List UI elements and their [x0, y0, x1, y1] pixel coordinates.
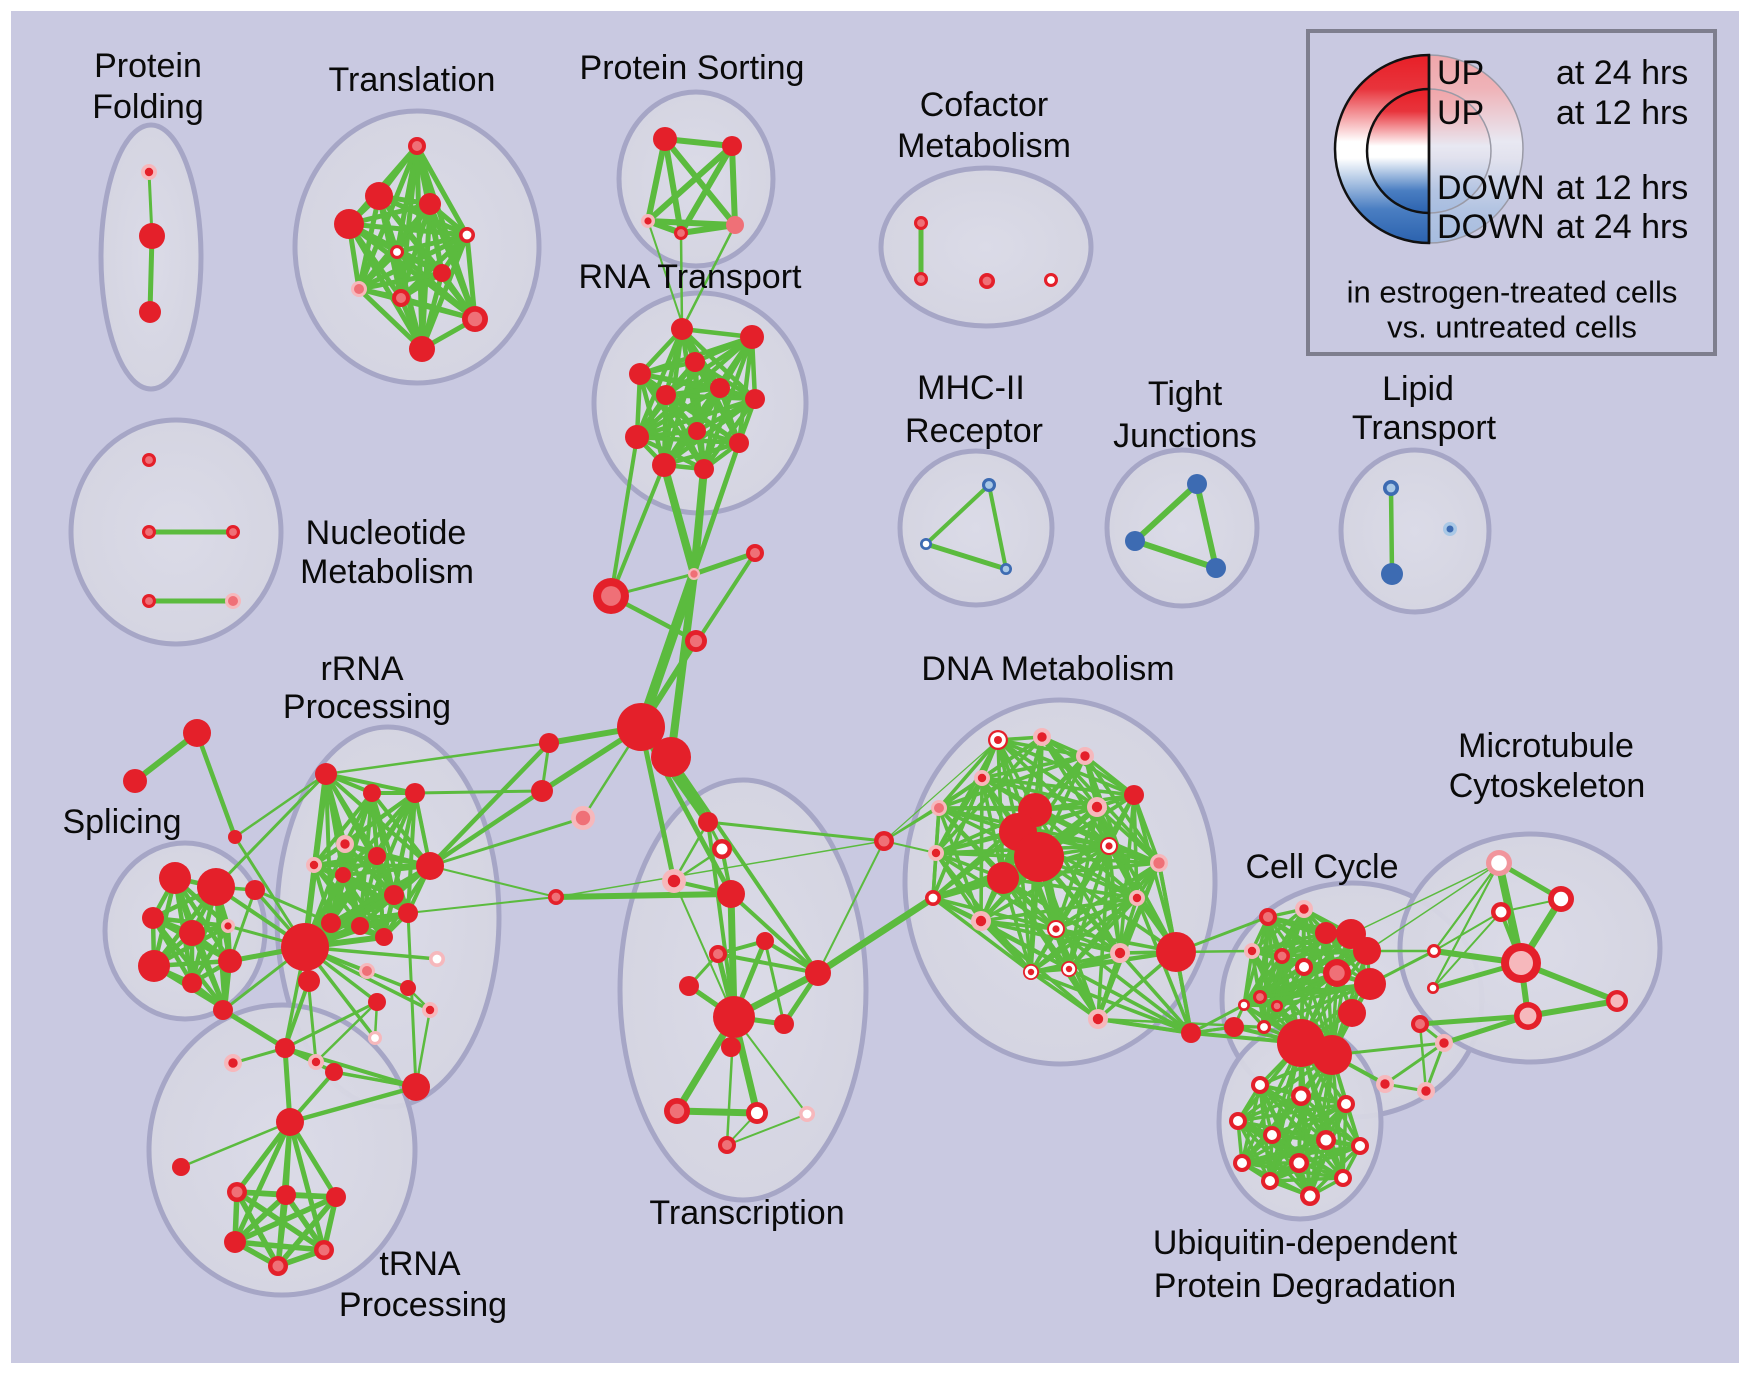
- svg-text:Microtubule: Microtubule: [1458, 727, 1634, 765]
- svg-text:at 24 hrs: at 24 hrs: [1556, 208, 1688, 246]
- svg-text:Protein: Protein: [94, 47, 202, 85]
- svg-text:Cofactor: Cofactor: [920, 86, 1049, 124]
- svg-text:at 12 hrs: at 12 hrs: [1556, 169, 1688, 207]
- svg-text:Translation: Translation: [329, 61, 496, 99]
- svg-text:Transport: Transport: [1352, 409, 1497, 447]
- svg-text:Cell Cycle: Cell Cycle: [1245, 848, 1398, 886]
- svg-text:Folding: Folding: [92, 88, 204, 126]
- svg-text:Tight: Tight: [1148, 375, 1223, 413]
- svg-text:in estrogen-treated cells: in estrogen-treated cells: [1347, 275, 1678, 310]
- svg-text:Lipid: Lipid: [1382, 370, 1454, 408]
- svg-text:DOWN: DOWN: [1437, 169, 1545, 207]
- svg-text:MHC-II: MHC-II: [917, 369, 1025, 407]
- svg-text:at 12 hrs: at 12 hrs: [1556, 94, 1688, 132]
- svg-text:vs. untreated cells: vs. untreated cells: [1387, 310, 1637, 345]
- svg-text:Transcription: Transcription: [649, 1194, 844, 1232]
- svg-text:Splicing: Splicing: [62, 803, 181, 841]
- svg-text:tRNA: tRNA: [379, 1245, 461, 1283]
- svg-text:rRNA: rRNA: [320, 650, 403, 688]
- svg-text:DOWN: DOWN: [1437, 208, 1545, 246]
- svg-text:Metabolism: Metabolism: [897, 127, 1071, 165]
- svg-text:DNA Metabolism: DNA Metabolism: [921, 650, 1174, 688]
- svg-text:Ubiquitin-dependent: Ubiquitin-dependent: [1153, 1224, 1458, 1262]
- svg-text:Protein Degradation: Protein Degradation: [1154, 1267, 1456, 1305]
- svg-text:UP: UP: [1437, 54, 1484, 92]
- svg-text:Nucleotide: Nucleotide: [306, 514, 467, 552]
- svg-text:Metabolism: Metabolism: [300, 553, 474, 591]
- svg-text:RNA Transport: RNA Transport: [579, 258, 803, 296]
- svg-text:UP: UP: [1437, 94, 1484, 132]
- svg-text:Processing: Processing: [339, 1286, 507, 1324]
- svg-text:at 24 hrs: at 24 hrs: [1556, 54, 1688, 92]
- svg-text:Cytoskeleton: Cytoskeleton: [1449, 767, 1646, 805]
- svg-text:Receptor: Receptor: [905, 412, 1043, 450]
- svg-text:Protein Sorting: Protein Sorting: [580, 49, 805, 87]
- svg-text:Junctions: Junctions: [1113, 417, 1257, 455]
- svg-text:Processing: Processing: [283, 688, 451, 726]
